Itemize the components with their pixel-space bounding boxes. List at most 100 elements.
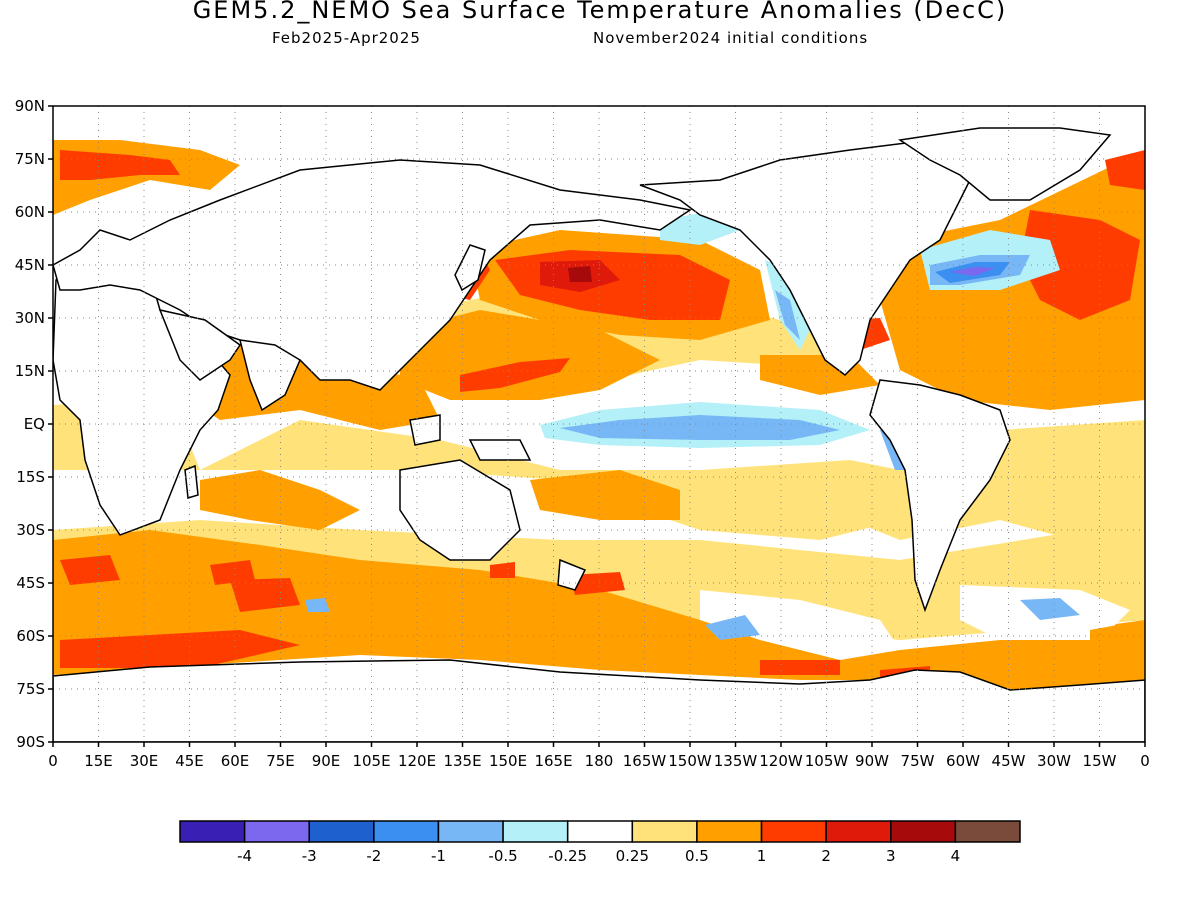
lon-label: 120E	[398, 752, 436, 770]
arabia	[158, 308, 242, 381]
anomaly-region	[60, 630, 300, 668]
colorbar-swatch	[502, 820, 569, 843]
lon-label: 135E	[443, 752, 481, 770]
lat-label: 30N	[15, 309, 45, 327]
colorbar-swatch	[373, 820, 440, 843]
colorbar-swatch	[890, 820, 957, 843]
lon-label: 75E	[266, 752, 295, 770]
initial-conditions: November2024 initial conditions	[593, 29, 869, 47]
lon-label: 30W	[1037, 752, 1071, 770]
colorbar-label: 0.25	[616, 847, 649, 865]
lat-label: 45S	[16, 574, 45, 592]
anomaly-region	[560, 415, 840, 440]
lon-label: 180	[585, 752, 614, 770]
colorbar-label: 2	[821, 847, 831, 865]
lat-label: 60S	[16, 627, 45, 645]
japan	[454, 244, 486, 292]
lon-label: 150E	[489, 752, 527, 770]
colorbar-swatch	[437, 820, 504, 843]
greenland	[897, 127, 1112, 201]
anomaly-region	[200, 470, 360, 530]
colorbar-swatch	[566, 820, 634, 843]
colorbar-swatch	[308, 820, 375, 843]
lon-label: 15E	[84, 752, 113, 770]
colorbar-swatch	[696, 820, 763, 843]
lon-label: 30E	[130, 752, 159, 770]
colorbar-label: -2	[366, 847, 381, 865]
lon-label: 60E	[221, 752, 250, 770]
anomaly-region	[60, 555, 120, 585]
lat-label: 90S	[16, 733, 45, 751]
australia	[399, 459, 521, 561]
anomaly-region	[570, 572, 625, 595]
colorbar-label: -0.25	[548, 847, 587, 865]
lon-label: 45W	[992, 752, 1026, 770]
colorbar-swatch	[760, 820, 827, 843]
anomaly-region	[760, 660, 840, 675]
india	[239, 339, 301, 412]
anomaly-region	[950, 267, 995, 276]
lon-label: 75W	[901, 752, 935, 770]
anomaly-region	[568, 266, 592, 282]
graticule	[53, 106, 1145, 742]
colorbar-label: -3	[302, 847, 317, 865]
colorbar-label: -4	[237, 847, 252, 865]
anomaly-region	[490, 562, 515, 578]
anomaly-region	[705, 615, 760, 640]
anomaly-region	[530, 470, 680, 520]
colorbar-swatch	[825, 820, 892, 843]
colorbar-label: -1	[431, 847, 446, 865]
lat-label: 75N	[15, 150, 45, 168]
lon-label: 15W	[1083, 752, 1117, 770]
lon-label: 0	[48, 752, 58, 770]
colorbar-swatch	[243, 820, 310, 843]
new-guinea	[468, 439, 532, 461]
lon-label: 90E	[312, 752, 341, 770]
anomaly-field	[53, 106, 1145, 742]
new-zealand	[557, 558, 587, 591]
anomaly-region	[700, 590, 900, 660]
colorbar-label: -0.5	[488, 847, 517, 865]
lon-label: 105E	[352, 752, 390, 770]
lat-label: 30S	[16, 521, 45, 539]
lat-label: 75S	[16, 680, 45, 698]
anomaly-region	[230, 578, 300, 612]
colorbar-label: 3	[886, 847, 896, 865]
lon-label: 150W	[668, 752, 712, 770]
borneo	[409, 414, 441, 446]
lon-label: 165E	[534, 752, 572, 770]
colorbar-label: 1	[757, 847, 767, 865]
colorbar-swatch	[954, 820, 1021, 843]
lon-label: 45E	[175, 752, 204, 770]
lon-label: 120W	[759, 752, 803, 770]
latitude-axis: 90N 75N 60N 45N 30N 15N EQ 15S 30S 45S 60S 75S 90S	[15, 97, 53, 751]
south-america	[869, 379, 1011, 613]
lon-label: 105W	[805, 752, 849, 770]
lat-label: 15N	[15, 362, 45, 380]
lon-label: 165W	[623, 752, 667, 770]
lat-label: 45N	[15, 256, 45, 274]
anomaly-region	[305, 598, 330, 612]
colorbar-swatch	[179, 820, 246, 843]
lon-label: 90W	[855, 752, 889, 770]
forecast-period: Feb2025-Apr2025	[272, 29, 421, 47]
anomaly-region	[60, 150, 180, 180]
anomaly-region	[460, 358, 570, 392]
colorbar-label: 4	[951, 847, 961, 865]
anomaly-region	[775, 290, 800, 340]
colorbar-swatch	[631, 820, 698, 843]
longitude-axis: 0 15E 30E 45E 60E 75E 90E 105E 120E 135E 150E 165E 1…	[48, 742, 1150, 770]
anomaly-region	[1105, 150, 1145, 190]
anomaly-region	[210, 560, 255, 585]
lat-label: 90N	[15, 97, 45, 115]
antarctica	[53, 659, 1145, 742]
anomaly-region	[1090, 620, 1145, 680]
anomaly-region	[640, 470, 900, 540]
map-title: GEM5.2_NEMO Sea Surface Temperature Anom…	[192, 0, 1008, 24]
north-america	[639, 139, 982, 376]
madagascar	[184, 464, 199, 499]
lon-label: 0	[1140, 752, 1150, 770]
lon-label: 60W	[946, 752, 980, 770]
lon-label: 135W	[714, 752, 758, 770]
